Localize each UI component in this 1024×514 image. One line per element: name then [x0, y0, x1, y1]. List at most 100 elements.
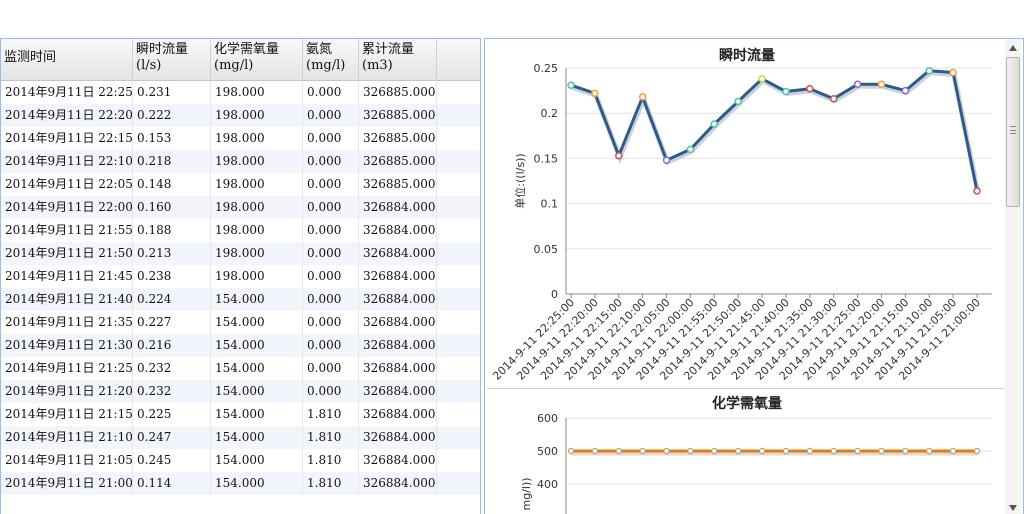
table-cell-filler: [437, 403, 480, 426]
data-point: [567, 81, 575, 89]
table-cell-cod: 198.000: [211, 127, 303, 150]
table-row[interactable]: 2014年9月11日 21:05 0.245 154.000 1.810 326884.…: [1, 449, 480, 472]
table-cell-cod: 198.000: [211, 265, 303, 288]
table-cell-time: 2014年9月11日 22:20: [1, 104, 133, 127]
table-row[interactable]: 2014年9月11日 22:05 0.148 198.000 0.000 326885.…: [1, 173, 480, 196]
table-cell-filler: [437, 265, 480, 288]
column-header-unit: (mg/l): [214, 58, 254, 73]
data-point: [973, 447, 981, 455]
data-point: [734, 447, 742, 455]
table-cell-flow: 0.222: [133, 104, 211, 127]
flow-chart: 瞬时流量00.050.10.150.20.25单位:((l/s))2014-9-…: [490, 47, 992, 383]
y-tick-label: 0.05: [534, 243, 559, 256]
table-cell-total: 326884.000: [359, 242, 437, 265]
column-header-total-flow[interactable]: 累计流量 (m3): [359, 39, 437, 81]
table-cell-filler: [437, 288, 480, 311]
y-tick-label: 0.2: [541, 107, 559, 120]
table-cell-flow: 0.238: [133, 265, 211, 288]
table-cell-filler: [437, 242, 480, 265]
table-cell-total: 326885.000: [359, 173, 437, 196]
data-point: [662, 156, 671, 164]
y-axis-label: 单位:((l/s)): [513, 153, 527, 208]
table-row[interactable]: 2014年9月11日 21:30 0.216 154.000 0.000 326884.…: [1, 334, 480, 357]
table-cell-filler: [437, 311, 480, 334]
table-cell-time: 2014年9月11日 21:30: [1, 334, 133, 357]
table-row[interactable]: 2014年9月11日 21:15 0.225 154.000 1.810 326884.…: [1, 403, 480, 426]
scrollbar-thumb[interactable]: [1006, 57, 1020, 207]
top-strip: [0, 0, 1024, 8]
table-row[interactable]: 2014年9月11日 21:55 0.188 198.000 0.000 326884.…: [1, 219, 480, 242]
data-point: [686, 145, 695, 154]
y-tick-label: 0.15: [534, 152, 559, 165]
table-cell-time: 2014年9月11日 22:05: [1, 173, 133, 196]
table-cell-flow: 0.218: [133, 150, 211, 173]
table-row[interactable]: 2014年9月11日 21:35 0.227 154.000 0.000 326884.…: [1, 311, 480, 334]
table-cell-filler: [437, 104, 480, 127]
table-cell-cod: 198.000: [211, 196, 303, 219]
table-row[interactable]: 2014年9月11日 21:25 0.232 154.000 0.000 326884.…: [1, 357, 480, 380]
table-cell-cod: 198.000: [211, 150, 303, 173]
table-cell-flow: 0.245: [133, 449, 211, 472]
table-row[interactable]: 2014年9月11日 21:40 0.224 154.000 0.000 326884.…: [1, 288, 480, 311]
table-row[interactable]: 2014年9月11日 22:15 0.153 198.000 0.000 326885.…: [1, 127, 480, 150]
table-cell-nh3: 0.000: [303, 380, 359, 403]
table-cell-flow: 0.216: [133, 334, 211, 357]
table-cell-flow: 0.160: [133, 196, 211, 219]
table-row[interactable]: 2014年9月11日 21:10 0.247 154.000 1.810 326884.…: [1, 426, 480, 449]
column-header-label: 化学需氧量: [214, 42, 280, 57]
vertical-scrollbar[interactable]: [1005, 39, 1021, 514]
table-row[interactable]: 2014年9月11日 22:00 0.160 198.000 0.000 326884.…: [1, 196, 480, 219]
table-cell-time: 2014年9月11日 21:05: [1, 449, 133, 472]
table-cell-total: 326884.000: [359, 357, 437, 380]
grip-icon: [1010, 126, 1016, 134]
chart-title: 瞬时流量: [719, 47, 775, 64]
table-cell-cod: 154.000: [211, 357, 303, 380]
column-header-time[interactable]: 监测时间: [1, 39, 133, 81]
column-header-unit: (m3): [362, 58, 393, 73]
data-point: [926, 447, 933, 455]
data-point: [638, 93, 647, 101]
table-cell-nh3: 0.000: [303, 357, 359, 380]
table-cell-time: 2014年9月11日 21:10: [1, 426, 133, 449]
y-tick-label: 0: [551, 288, 558, 301]
column-header-cod[interactable]: 化学需氧量 (mg/l): [211, 39, 303, 81]
table-cell-flow: 0.213: [133, 242, 211, 265]
table-cell-filler: [437, 380, 480, 403]
data-point: [901, 86, 910, 95]
table-cell-nh3: 1.810: [303, 403, 359, 426]
table-cell-total: 326884.000: [359, 403, 437, 426]
data-point: [925, 66, 933, 75]
data-point: [902, 447, 909, 455]
y-tick-label: 0.25: [534, 62, 559, 75]
table-cell-total: 326885.000: [359, 104, 437, 127]
table-cell-nh3: 0.000: [303, 173, 359, 196]
table-cell-total: 326885.000: [359, 81, 437, 104]
table-row[interactable]: 2014年9月11日 21:50 0.213 198.000 0.000 326884.…: [1, 242, 480, 265]
table-row[interactable]: 2014年9月11日 22:10 0.218 198.000 0.000 326885.…: [1, 150, 480, 173]
scroll-down-icon[interactable]: [1009, 505, 1017, 511]
table-cell-flow: 0.224: [133, 288, 211, 311]
table-row[interactable]: 2014年9月11日 21:00 0.114 154.000 1.810 326884.…: [1, 472, 480, 495]
data-point: [949, 68, 957, 77]
scroll-up-icon[interactable]: [1009, 45, 1017, 51]
table-row[interactable]: 2014年9月11日 21:20 0.232 154.000 0.000 326884.…: [1, 380, 480, 403]
cod-chart: 化学需氧量 400 500 600 mg/l)): [520, 395, 992, 514]
table-cell-nh3: 0.000: [303, 288, 359, 311]
table-cell-flow: 0.231: [133, 81, 211, 104]
table-row[interactable]: 2014年9月11日 21:45 0.238 198.000 0.000 326884.…: [1, 265, 480, 288]
data-point: [734, 97, 742, 106]
data-point: [973, 187, 981, 195]
table-row[interactable]: 2014年9月11日 22:20 0.222 198.000 0.000 326885.…: [1, 104, 480, 127]
table-cell-nh3: 0.000: [303, 81, 359, 104]
column-header-flow[interactable]: 瞬时流量 (l/s): [133, 39, 211, 81]
table-cell-nh3: 0.000: [303, 242, 359, 265]
table-row[interactable]: 2014年9月11日 22:25 0.231 198.000 0.000 326885.…: [1, 81, 480, 104]
table-cell-total: 326884.000: [359, 311, 437, 334]
table-cell-filler: [437, 334, 480, 357]
table-cell-cod: 154.000: [211, 449, 303, 472]
column-header-ammonia[interactable]: 氨氮 (mg/l): [303, 39, 359, 81]
table-cell-filler: [437, 196, 480, 219]
data-point: [853, 80, 862, 89]
table-cell-filler: [437, 426, 480, 449]
table-cell-total: 326884.000: [359, 449, 437, 472]
